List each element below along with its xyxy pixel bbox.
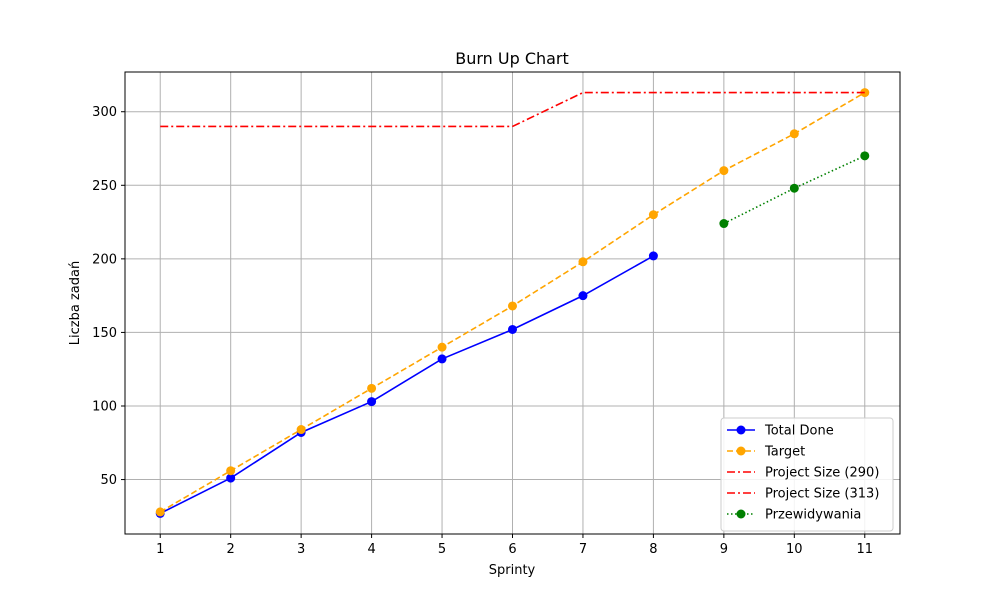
x-tick-label: 3 xyxy=(297,542,305,557)
series-3 xyxy=(512,91,865,128)
legend-box xyxy=(720,417,894,532)
data-point xyxy=(789,129,799,139)
y-tick-label: 50 xyxy=(100,473,117,488)
y-tick-label: 200 xyxy=(92,252,117,267)
y-tick-label: 150 xyxy=(92,326,117,341)
x-tick-label: 4 xyxy=(367,542,375,557)
legend-swatch-marker xyxy=(736,446,746,456)
series-1 xyxy=(155,88,870,517)
legend-label: Przewidywania xyxy=(765,508,861,523)
x-axis-label: Sprinty xyxy=(489,563,536,578)
data-point xyxy=(719,219,729,229)
plot-frame xyxy=(124,71,901,535)
data-point xyxy=(648,251,658,261)
y-axis-ticks: 50 100 150 200 250 300 xyxy=(92,105,125,488)
legend-entry: Total Done xyxy=(727,424,834,439)
x-tick-label: 2 xyxy=(227,542,235,557)
data-point xyxy=(860,151,870,161)
data-point xyxy=(648,210,658,220)
x-tick-label: 11 xyxy=(856,542,873,557)
legend-entry: Project Size (313) xyxy=(727,487,879,502)
legend-label: Project Size (290) xyxy=(765,466,879,481)
x-tick-label: 10 xyxy=(786,542,803,557)
data-point xyxy=(437,342,447,352)
y-axis-label: Liczba zadań xyxy=(68,261,83,345)
legend-entry: Przewidywania xyxy=(727,508,861,523)
data-point xyxy=(508,324,517,334)
legend: Total Done Target Project Size (290) Projec… xyxy=(720,417,894,532)
series-layer xyxy=(155,88,870,518)
y-tick-label: 250 xyxy=(92,179,117,194)
data-point xyxy=(226,473,236,483)
y-tick-label: 100 xyxy=(92,399,117,414)
data-point xyxy=(437,354,447,364)
series-line xyxy=(512,91,865,128)
y-tick-label: 300 xyxy=(92,105,117,120)
legend-entry: Project Size (290) xyxy=(727,466,879,481)
x-tick-label: 5 xyxy=(438,542,446,557)
data-point xyxy=(155,507,165,517)
legend-swatch-marker xyxy=(736,425,746,435)
data-point xyxy=(719,166,729,176)
legend-label: Target xyxy=(764,445,805,460)
data-point xyxy=(296,425,306,435)
x-axis-ticks: 1 2 3 4 5 6 7 8 9 10 11 xyxy=(156,534,873,557)
series-4 xyxy=(719,151,870,229)
data-point xyxy=(578,257,588,267)
legend-entry: Target xyxy=(727,445,805,460)
x-tick-label: 6 xyxy=(508,542,516,557)
data-point xyxy=(226,466,236,476)
data-point xyxy=(578,291,588,301)
x-tick-label: 7 xyxy=(579,542,587,557)
x-tick-label: 1 xyxy=(156,542,164,557)
data-point xyxy=(508,301,517,311)
x-tick-label: 8 xyxy=(649,542,657,557)
series-line xyxy=(159,255,654,515)
data-point xyxy=(367,383,377,393)
data-point xyxy=(789,183,799,193)
x-tick-label: 9 xyxy=(720,542,728,557)
legend-swatch-marker xyxy=(736,509,746,519)
legend-label: Total Done xyxy=(764,424,834,439)
chart-title: Burn Up Chart xyxy=(455,49,569,68)
legend-label: Project Size (313) xyxy=(765,487,879,502)
data-point xyxy=(367,397,377,407)
